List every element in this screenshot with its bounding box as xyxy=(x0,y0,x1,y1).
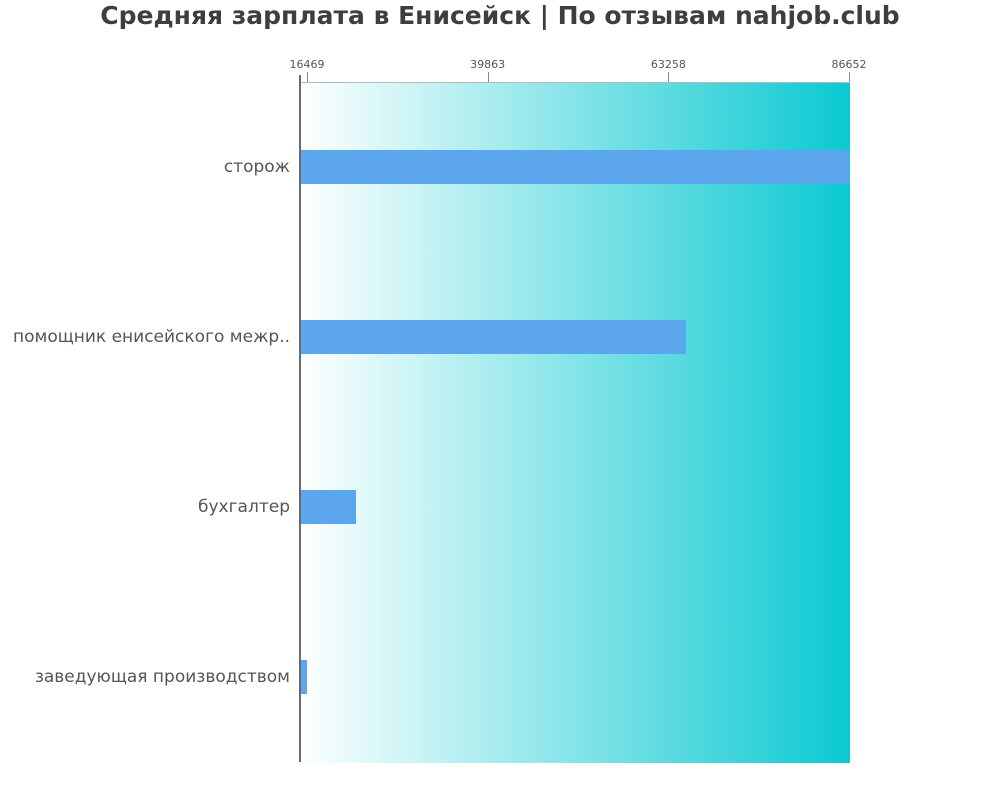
x-tick-mark xyxy=(487,72,489,82)
bar-1 xyxy=(301,150,849,184)
bar-3 xyxy=(301,490,356,524)
x-tick-mark xyxy=(849,72,850,82)
x-tick-label: 16469 xyxy=(289,58,325,71)
chart-title: Средняя зарплата в Енисейск | По отзывам… xyxy=(100,1,900,30)
bar-4 xyxy=(301,660,307,694)
plot-area xyxy=(300,82,850,763)
bar-2 xyxy=(301,320,686,354)
x-tick-mark xyxy=(307,72,308,82)
y-axis-line xyxy=(299,75,301,762)
category-label-4: заведующая производством xyxy=(34,667,290,687)
x-tick-label: 39863 xyxy=(470,58,506,71)
category-label-1: сторож xyxy=(223,157,290,177)
x-tick-label: 86652 xyxy=(831,58,867,71)
category-label-2: помощник енисейского межр.. xyxy=(12,327,290,347)
category-label-3: бухгалтер xyxy=(198,497,290,517)
x-tick-mark xyxy=(668,72,670,82)
x-tick-label: 63258 xyxy=(650,58,686,71)
